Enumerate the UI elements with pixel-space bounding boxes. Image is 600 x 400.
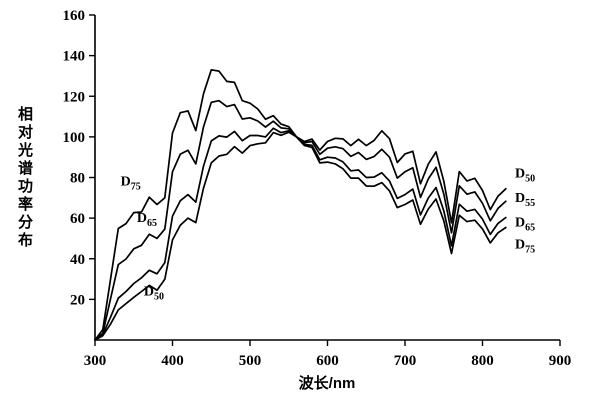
x-tick-label: 400 bbox=[161, 353, 184, 369]
y-tick-label: 80 bbox=[70, 171, 85, 187]
x-tick-label: 300 bbox=[84, 353, 107, 369]
x-tick-label: 700 bbox=[394, 353, 417, 369]
y-tick-label: 140 bbox=[63, 49, 86, 65]
curve-D55 bbox=[94, 127, 507, 341]
curve-D50 bbox=[94, 129, 507, 341]
axes bbox=[94, 15, 560, 341]
curve-label-D65-right: D65 bbox=[515, 215, 535, 233]
y-tick-label: 40 bbox=[70, 252, 85, 268]
curve-label-D75-right: D75 bbox=[515, 238, 535, 256]
x-tick-label: 600 bbox=[316, 353, 339, 369]
y-tick-label: 60 bbox=[70, 211, 85, 227]
x-tick-label: 500 bbox=[239, 353, 262, 369]
x-axis-title: 波长/nm bbox=[298, 375, 356, 392]
curve-label-D55-right: D55 bbox=[515, 191, 535, 209]
x-tick-label: 900 bbox=[549, 353, 572, 369]
curve-label-D50-left: D50 bbox=[144, 284, 164, 302]
curve-label-D75-left: D75 bbox=[121, 175, 141, 193]
curve-label-D50-right: D50 bbox=[515, 167, 535, 185]
y-tick-label: 160 bbox=[63, 8, 86, 24]
y-tick-label: 120 bbox=[63, 89, 86, 105]
y-axis-title: 相对光谱功率分布 bbox=[16, 106, 33, 250]
x-tick-label: 800 bbox=[471, 353, 494, 369]
curve-label-D65-left: D65 bbox=[137, 211, 157, 229]
y-tick-label: 20 bbox=[70, 292, 85, 308]
y-tick-label: 100 bbox=[63, 130, 86, 146]
